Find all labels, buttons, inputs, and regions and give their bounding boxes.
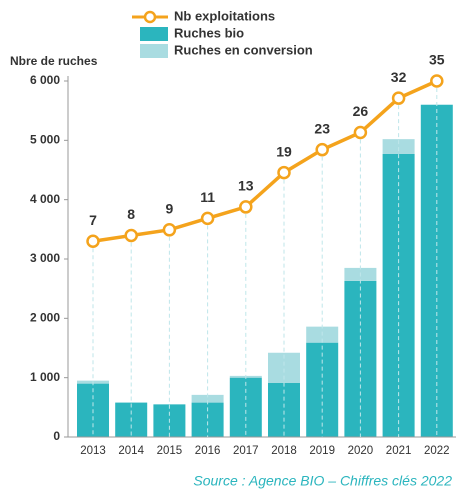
line-marker bbox=[277, 165, 291, 180]
x-tick-label: 2016 bbox=[195, 445, 221, 457]
x-tick-label: 2021 bbox=[386, 445, 412, 457]
x-tick-label: 2017 bbox=[233, 445, 259, 457]
y-tick-label: 4 000 bbox=[30, 192, 60, 206]
data-label: 35 bbox=[429, 52, 445, 68]
data-label: 19 bbox=[276, 143, 292, 159]
x-tick-label: 2019 bbox=[309, 445, 335, 457]
line-marker bbox=[162, 223, 177, 237]
data-label: 8 bbox=[127, 206, 135, 222]
data-label: 7 bbox=[89, 212, 97, 228]
line-marker bbox=[86, 234, 100, 249]
source: Source : Agence BIO – Chiffres clés 2022 bbox=[193, 473, 452, 489]
y-tick-label: 2 000 bbox=[30, 311, 60, 325]
data-label: 23 bbox=[314, 120, 330, 136]
data-label: 26 bbox=[353, 103, 369, 119]
line-marker bbox=[200, 211, 215, 226]
y-axis-label: Nbre de ruches bbox=[10, 54, 98, 68]
data-label: 9 bbox=[166, 201, 174, 217]
y-tick-label: 1 000 bbox=[30, 370, 60, 384]
line-marker bbox=[430, 74, 444, 88]
legend-label: Nb exploitations bbox=[174, 8, 275, 23]
x-tick-label: 2013 bbox=[80, 445, 106, 457]
y-tick-label: 5 000 bbox=[30, 133, 60, 147]
x-tick-label: 2020 bbox=[348, 445, 374, 457]
x-tick-label: 2014 bbox=[118, 445, 144, 457]
x-tick-label: 2018 bbox=[271, 445, 297, 457]
legend-swatch bbox=[140, 27, 168, 41]
x-tick-label: 2015 bbox=[157, 445, 183, 457]
line-marker bbox=[124, 228, 138, 243]
y-tick-label: 3 000 bbox=[30, 251, 60, 265]
legend-swatch bbox=[140, 44, 168, 58]
x-tick-label: 2022 bbox=[424, 445, 450, 457]
bar bbox=[229, 377, 262, 437]
y-tick-label: 6 000 bbox=[30, 73, 60, 87]
legend-label: Ruches en conversion bbox=[174, 42, 313, 57]
legend-label: Ruches bio bbox=[174, 25, 244, 40]
line-marker bbox=[353, 125, 368, 140]
line-marker bbox=[239, 200, 253, 214]
bar bbox=[191, 394, 224, 403]
data-label: 32 bbox=[391, 69, 407, 85]
line bbox=[92, 79, 438, 243]
y-tick-label: 0 bbox=[53, 429, 60, 443]
data-label: 13 bbox=[238, 178, 254, 194]
data-label: 11 bbox=[200, 189, 215, 205]
line-marker bbox=[391, 91, 406, 105]
line-marker bbox=[315, 142, 329, 157]
legend-marker bbox=[143, 10, 157, 24]
bar bbox=[382, 139, 415, 154]
